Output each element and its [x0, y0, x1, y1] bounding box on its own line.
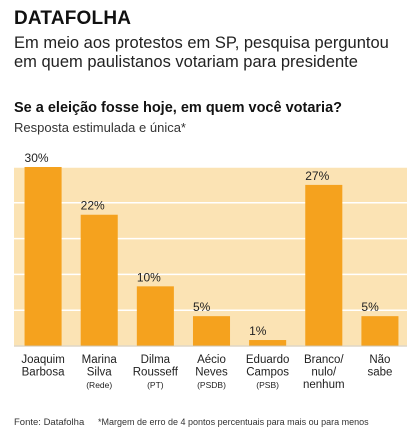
data-label: 30%: [25, 151, 49, 165]
tick-label: (Rede): [86, 380, 112, 390]
tick-label: (PSDB): [197, 380, 226, 390]
data-label: 5%: [193, 300, 211, 314]
tick-label: Eduardo: [246, 354, 289, 366]
brand-title: DATAFOLHA: [14, 8, 132, 29]
bar: [192, 316, 231, 346]
tick-label: Joaquim: [21, 354, 64, 366]
tick-label: Branco/: [304, 354, 344, 366]
bar: [24, 167, 62, 346]
data-label: 1%: [249, 324, 267, 338]
chart-subtitle: Resposta estimulada e única*: [14, 120, 186, 135]
margin-note: *Margem de erro de 4 pontos percentuais …: [98, 417, 369, 427]
bar: [361, 316, 399, 346]
tick-label: Dilma: [141, 354, 171, 366]
data-label: 10%: [137, 270, 161, 284]
data-label: 5%: [361, 300, 379, 314]
bar: [136, 286, 174, 346]
tick-label: Rousseff: [133, 367, 179, 379]
tick-label: Neves: [195, 367, 228, 379]
bar: [80, 214, 118, 346]
tick-label: Aécio: [197, 354, 226, 366]
bar: [249, 340, 287, 346]
tick-label: sabe: [367, 367, 392, 379]
tick-label: Não: [369, 354, 390, 366]
headline: Em meio aos protestos em SP, pesquisa pe…: [14, 34, 389, 71]
data-label: 22%: [81, 199, 105, 213]
tick-label: Silva: [87, 367, 113, 379]
tick-label: nenhum: [303, 379, 345, 391]
data-label: 27%: [305, 169, 329, 183]
tick-label: Campos: [246, 367, 289, 379]
source-note: Fonte: Datafolha: [14, 417, 85, 428]
chart-title: Se a eleição fosse hoje, em quem você vo…: [14, 100, 342, 116]
tick-label: (PSB): [256, 380, 279, 390]
bar: [305, 184, 343, 346]
tick-label: nulo/: [311, 367, 337, 379]
tick-label: (PT): [147, 380, 164, 390]
tick-label: Marina: [82, 354, 118, 366]
tick-label: Barbosa: [22, 367, 65, 379]
